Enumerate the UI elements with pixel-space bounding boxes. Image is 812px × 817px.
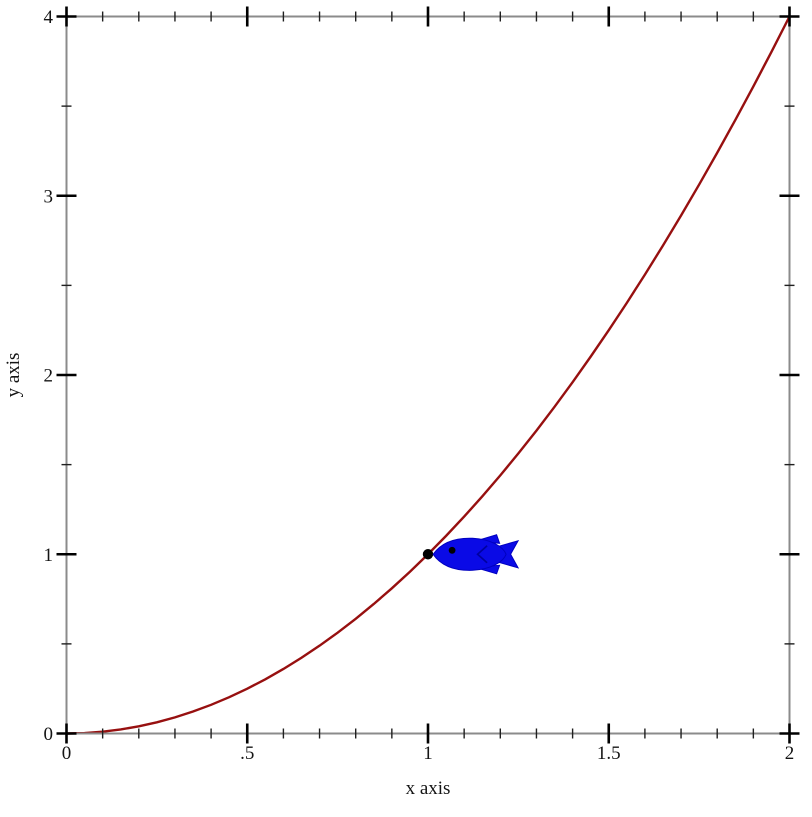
y-axis-label: y axis [3,353,24,398]
y-tick-label: 0 [44,724,54,745]
y-tick-label: 1 [44,545,54,566]
y-tick-label: 2 [44,366,54,387]
fish-eye [448,546,456,554]
x-axis-label: x axis [406,778,451,799]
x-tick-label: 0 [62,743,72,764]
fish-icon [432,534,520,575]
y-tick-label: 4 [44,7,54,28]
x-tick-label: 1.5 [597,743,621,764]
function-curve [65,15,791,735]
axis-ticks [56,6,800,744]
y-tick-label: 3 [44,186,54,207]
x-tick-label: .5 [240,743,254,764]
axis-tick-labels: 0 .5 1 1.5 2 0 1 2 3 4 [44,7,795,764]
fish-gill-mark [476,545,488,564]
point-marker [422,549,434,560]
fish-body [432,537,507,571]
x-tick-label: 1 [423,743,433,764]
x-tick-label: 2 [785,743,795,764]
plot-frame [65,15,791,735]
